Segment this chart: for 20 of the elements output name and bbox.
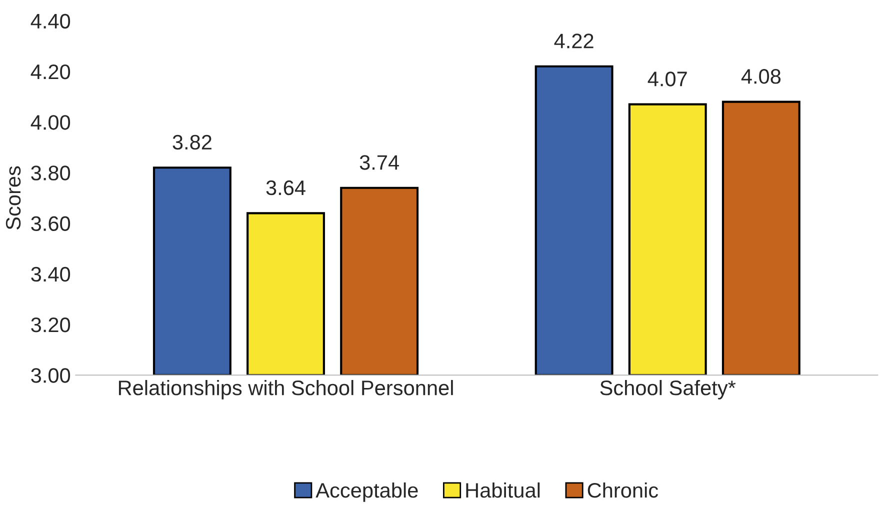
data-label: 3.74 <box>360 155 399 170</box>
y-tick-label: 4.20 <box>30 64 70 80</box>
data-label: 3.82 <box>172 134 212 150</box>
legend-label: Chronic <box>588 482 658 498</box>
data-label: 4.07 <box>648 72 687 86</box>
y-tick-label: 3.00 <box>31 368 70 383</box>
x-tick-label: Relationships with School Personnel <box>118 380 453 400</box>
data-label: 4.22 <box>554 34 594 48</box>
legend-label: Habitual <box>466 482 540 498</box>
data-label: 4.08 <box>741 69 781 84</box>
y-tick-label: 3.20 <box>31 318 70 332</box>
data-label: 3.64 <box>266 180 306 196</box>
y-tick-label: 3.60 <box>31 216 70 232</box>
y-tick-label: 4.00 <box>30 115 70 130</box>
x-tick-label: School Safety* <box>600 380 736 400</box>
y-tick-label: 4.40 <box>30 14 70 29</box>
y-tick-label: 3.80 <box>31 166 70 180</box>
legend-label: Acceptable <box>316 482 418 502</box>
y-axis-title: Scores <box>6 166 21 230</box>
y-tick-label: 3.40 <box>31 266 70 282</box>
